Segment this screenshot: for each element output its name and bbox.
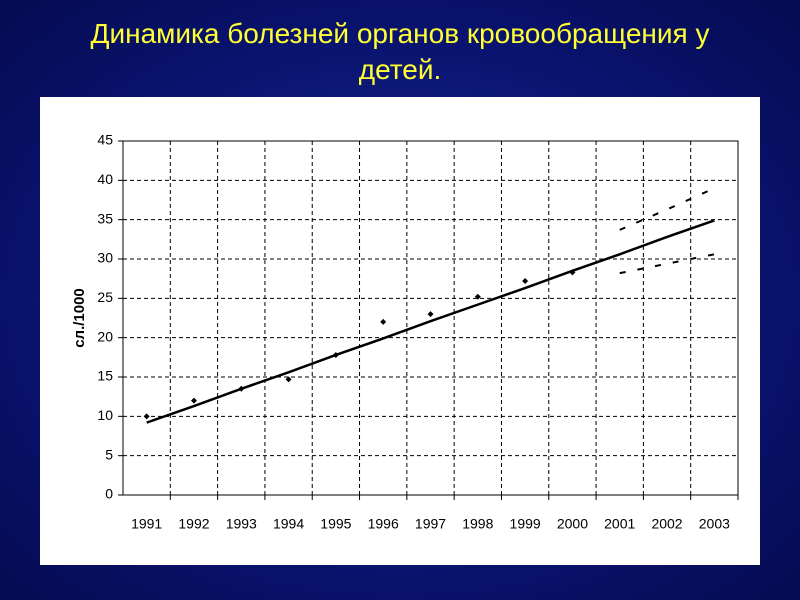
data-point — [380, 318, 387, 325]
x-tick-label: 1997 — [415, 516, 446, 532]
x-tick-label: 1993 — [226, 516, 257, 532]
x-tick-label: 2003 — [699, 516, 730, 532]
y-tick-label: 20 — [97, 328, 113, 344]
y-axis-label: сл./1000 — [71, 288, 88, 348]
x-tick-label: 1999 — [510, 516, 541, 532]
y-tick-label: 15 — [97, 368, 113, 384]
y-tick-label: 0 — [105, 486, 113, 502]
x-tick-label: 1991 — [131, 516, 162, 532]
data-point — [190, 397, 197, 404]
data-point — [143, 413, 150, 420]
data-point — [285, 376, 292, 383]
x-tick-label: 1995 — [320, 516, 351, 532]
y-tick-label: 30 — [97, 250, 113, 266]
y-tick-label: 5 — [105, 446, 113, 462]
x-tick-label: 1998 — [462, 516, 493, 532]
forecast-line — [619, 187, 715, 231]
x-tick-label: 1992 — [178, 516, 209, 532]
x-tick-label: 1994 — [273, 516, 304, 532]
x-tick-label: 2001 — [604, 516, 635, 532]
y-tick-label: 40 — [97, 171, 113, 187]
trend-line — [146, 219, 715, 424]
y-tick-label: 45 — [97, 132, 113, 148]
forecast-line — [619, 253, 715, 275]
x-tick-label: 2002 — [651, 516, 682, 532]
plot-frame — [122, 140, 739, 496]
x-tick-label: 1996 — [368, 516, 399, 532]
data-point — [474, 293, 481, 300]
slide-title: Динамика болезней органов кровообращения… — [90, 18, 710, 85]
y-tick-label: 25 — [97, 289, 113, 305]
y-tick-label: 35 — [97, 210, 113, 226]
data-point — [522, 278, 529, 285]
y-tick-label: 10 — [97, 407, 113, 423]
x-tick-label: 2000 — [557, 516, 588, 532]
data-point — [427, 311, 434, 318]
